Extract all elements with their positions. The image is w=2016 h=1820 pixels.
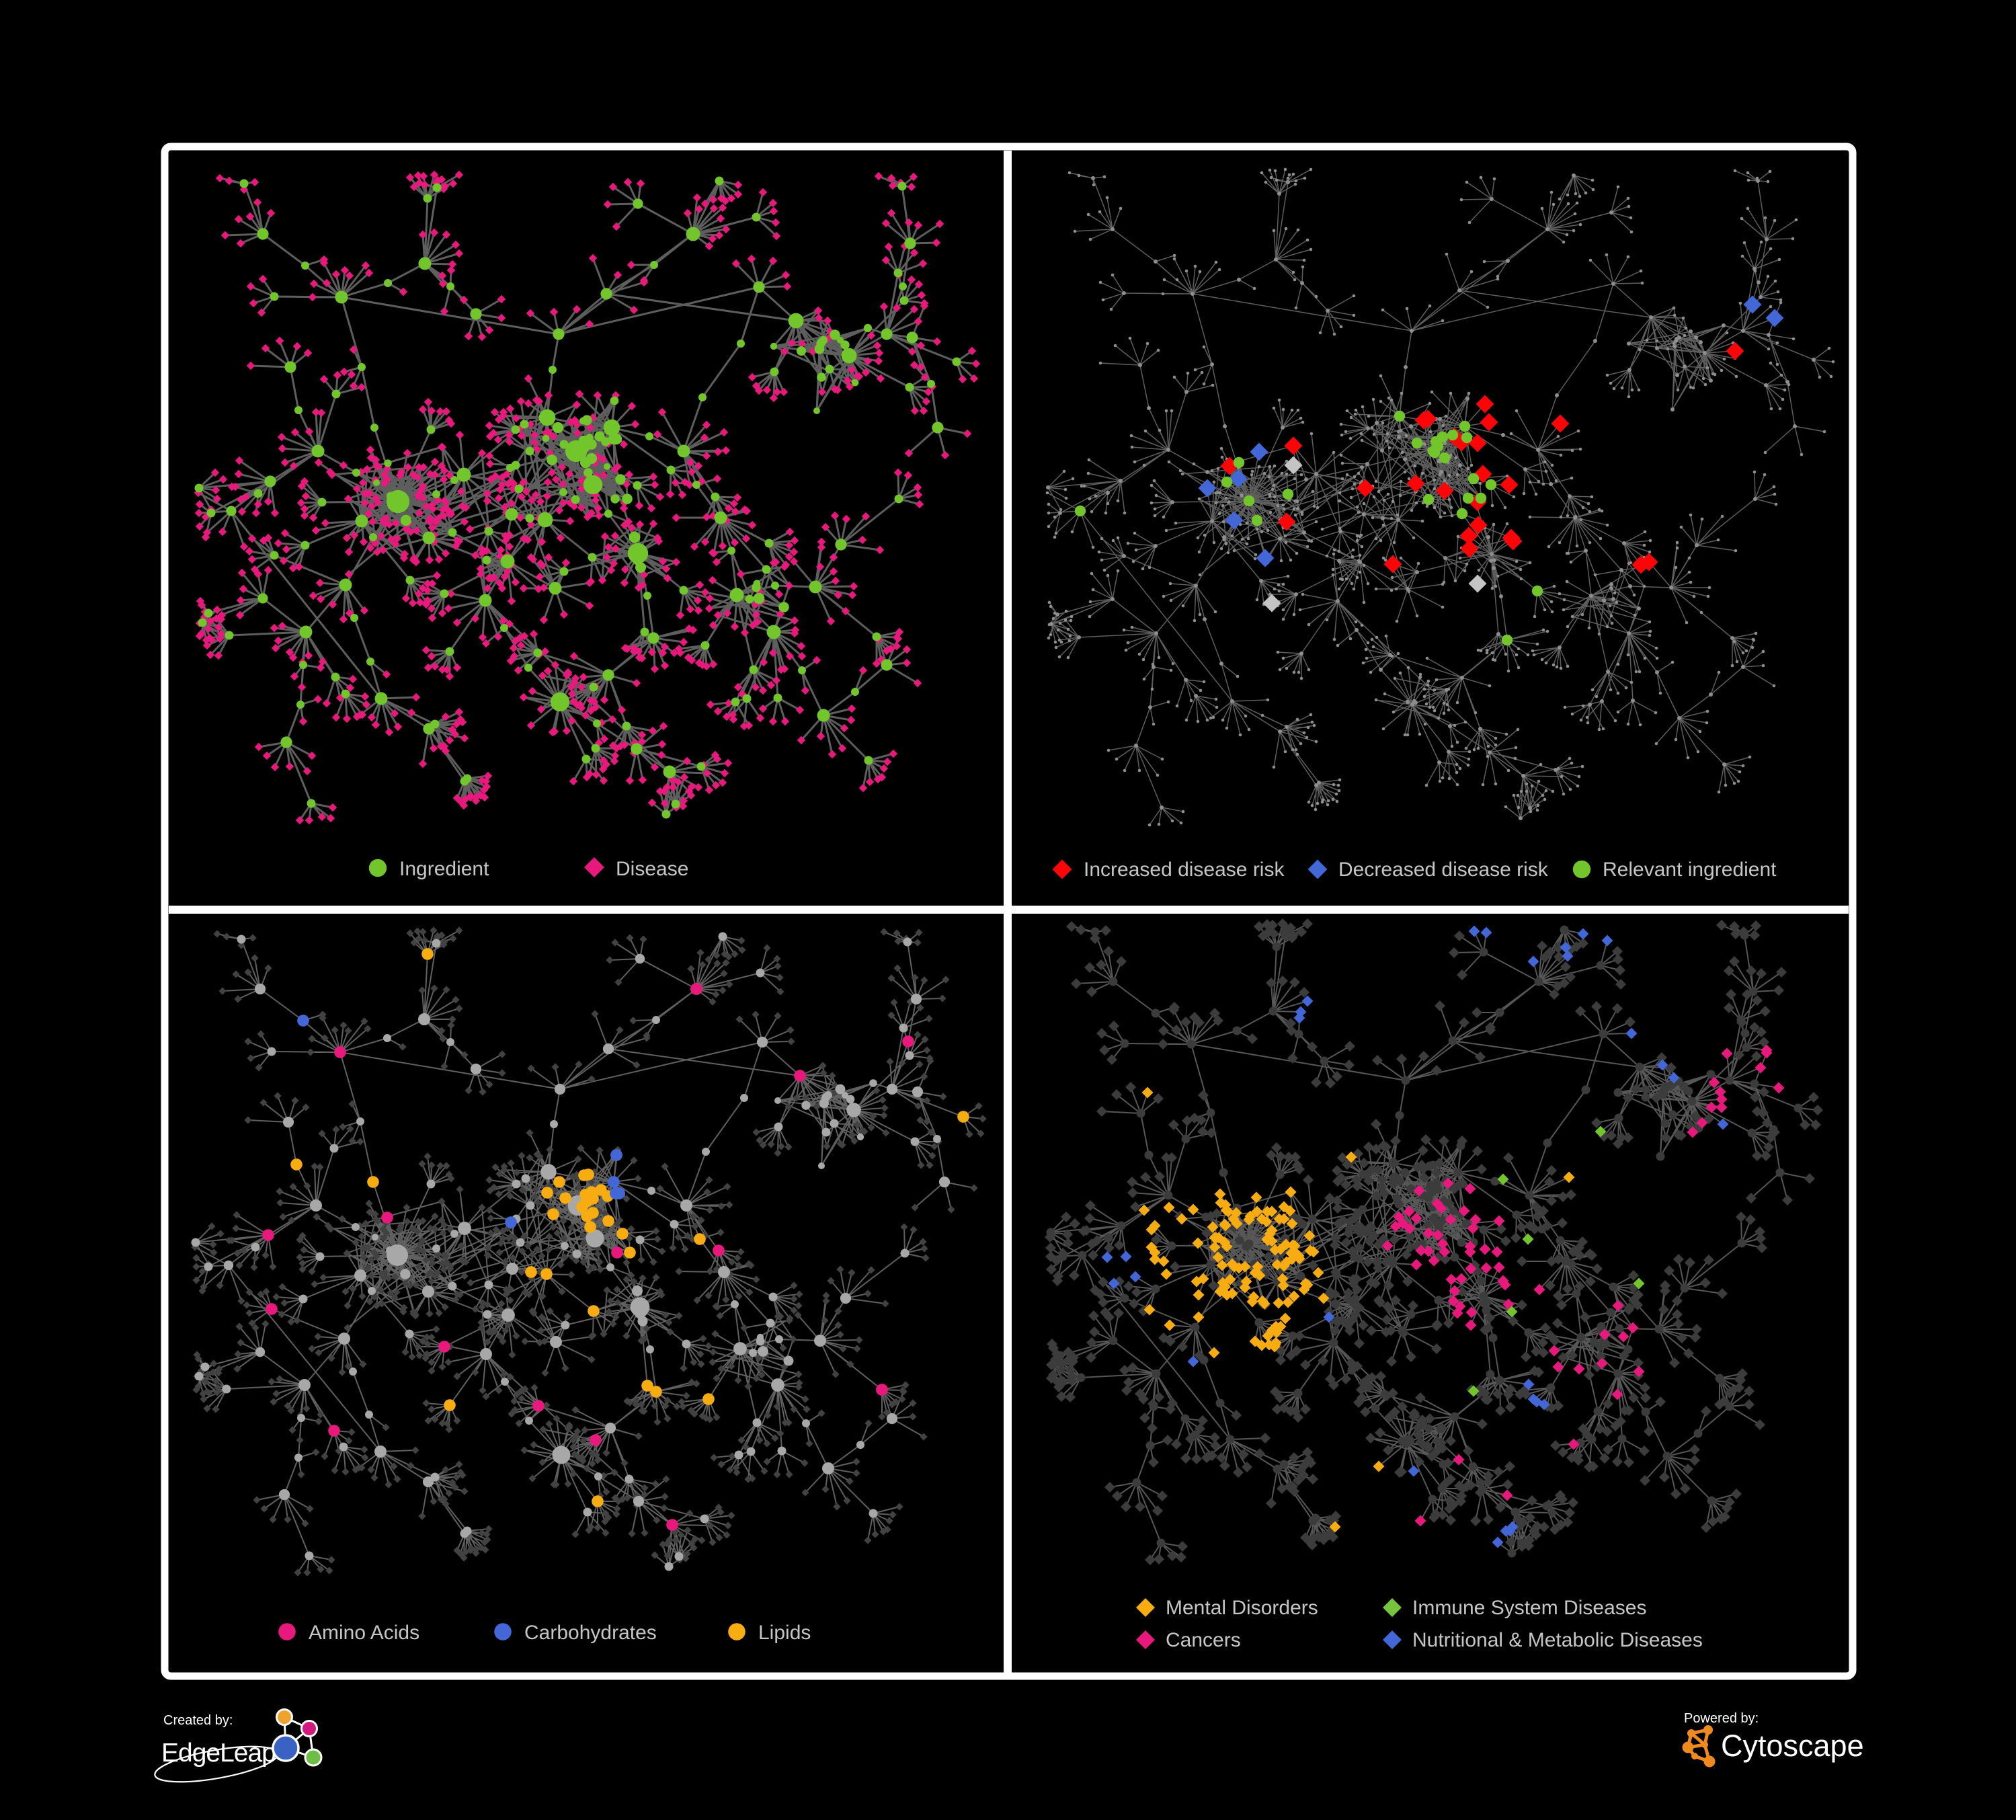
svg-text:Increased disease risk: Increased disease risk [1084,859,1285,881]
svg-text:Cytoscape: Cytoscape [1721,1729,1864,1763]
svg-text:Lipids: Lipids [758,1622,811,1644]
svg-text:Ingredient: Ingredient [399,858,489,880]
svg-text:Created by:: Created by: [163,1713,233,1728]
svg-text:Mental Disorders: Mental Disorders [1166,1597,1318,1619]
svg-text:Nutritional & Metabolic Diseas: Nutritional & Metabolic Diseases [1412,1629,1703,1651]
svg-text:Disease: Disease [616,858,688,880]
svg-text:Immune System Diseases: Immune System Diseases [1412,1597,1646,1619]
svg-text:Carbohydrates: Carbohydrates [524,1622,657,1644]
svg-text:Powered by:: Powered by: [1684,1711,1759,1726]
svg-text:EdgeLeap: EdgeLeap [161,1739,276,1768]
svg-text:Decreased disease risk: Decreased disease risk [1338,859,1549,881]
svg-text:Relevant ingredient: Relevant ingredient [1603,859,1777,881]
svg-text:Cancers: Cancers [1166,1629,1241,1651]
svg-text:Amino Acids: Amino Acids [309,1622,419,1644]
